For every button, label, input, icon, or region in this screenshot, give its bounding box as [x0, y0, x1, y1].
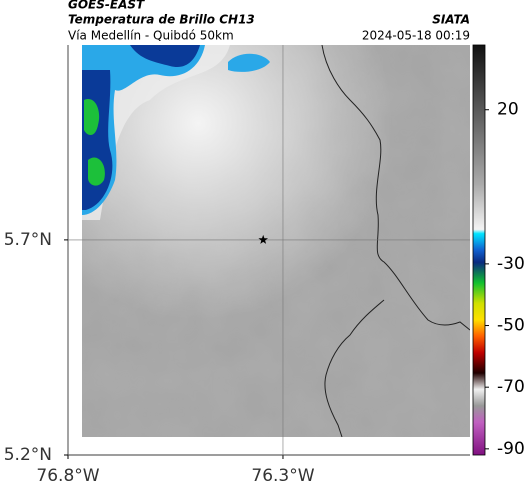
colorbar-tick-label: -90 — [497, 439, 525, 459]
satellite-image — [82, 45, 470, 437]
timestamp: 2024-05-18 00:19 — [362, 29, 470, 43]
colorbar-tick-label: 20 — [497, 100, 519, 120]
y-tick-label: 5.2°N — [4, 445, 52, 465]
source: SIATA — [432, 13, 470, 27]
x-tick-label: 76.8°W — [36, 466, 99, 486]
location-marker — [258, 234, 268, 244]
x-tick-label: 76.3°W — [251, 466, 314, 486]
subtitle: Temperatura de Brillo CH13 — [68, 13, 255, 27]
colorbar-tick-label: -70 — [497, 377, 525, 397]
route: Vía Medellín - Quibdó 50km — [68, 29, 234, 43]
colorbar-tick-label: -50 — [497, 316, 525, 336]
y-tick-label: 5.7°N — [4, 230, 52, 250]
colorbar-tick-label: -30 — [497, 254, 525, 274]
title: GOES-EAST — [68, 0, 145, 12]
colorbar — [472, 44, 486, 456]
